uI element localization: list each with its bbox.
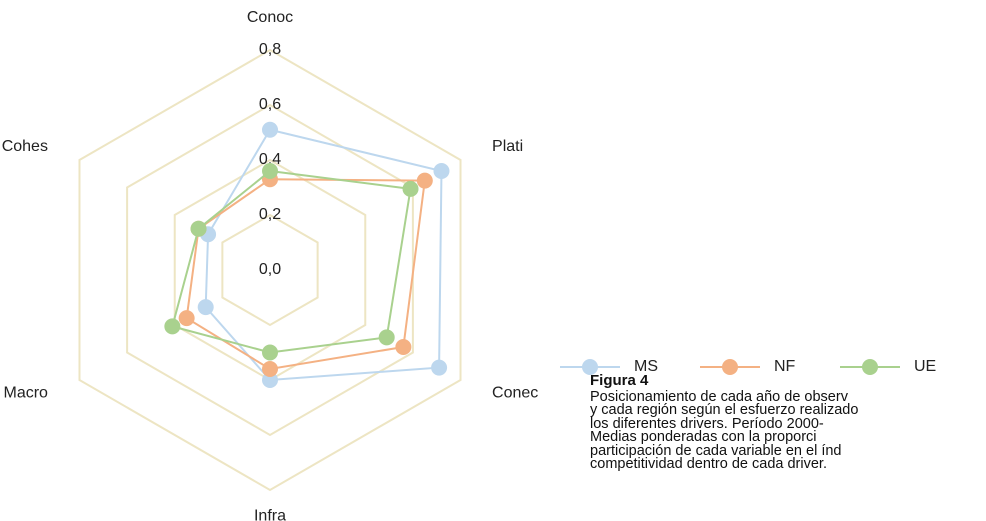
axis-label: Infra [254, 508, 286, 521]
series-marker [164, 318, 181, 335]
series-marker [378, 329, 395, 346]
axis-label: Plati [492, 138, 523, 155]
caption-line: y cada región según el esfuerzo realizad… [590, 402, 859, 418]
legend-marker [582, 359, 598, 375]
legend-label: NF [774, 358, 796, 375]
series-marker [190, 220, 207, 237]
series-marker [178, 310, 195, 327]
r-tick-label: 0,8 [259, 41, 281, 58]
series-marker [395, 339, 412, 355]
caption-line: Medias ponderadas con la proporci [590, 429, 817, 445]
series-marker [433, 163, 450, 179]
series-marker [416, 172, 433, 189]
grid-hexagon [221, 213, 319, 327]
series-marker [262, 121, 278, 138]
legend-label: MS [634, 358, 658, 375]
r-tick-label: 0,0 [259, 261, 281, 278]
legend-marker [722, 359, 738, 375]
axis-label: Conoc [247, 9, 293, 26]
series-marker [402, 180, 419, 197]
axis-label: Cohes [2, 138, 48, 155]
r-tick-label: 0,2 [259, 206, 281, 223]
axis-label: Macro [3, 384, 48, 401]
caption-line: Posicionamiento de cada año de observ [590, 388, 848, 405]
grid-hexagon [78, 48, 462, 492]
legend-marker [862, 359, 878, 375]
caption: Figura 4 Posicionamiento de cada año de … [590, 374, 986, 521]
caption-line: competitividad dentro de cada driver. [590, 456, 827, 472]
series-marker [262, 163, 278, 179]
axis-label: Conec [492, 384, 538, 401]
r-tick-label: 0,6 [259, 96, 281, 113]
series-marker [262, 361, 278, 377]
caption-line: los diferentes drivers. Período 2000- [590, 415, 824, 432]
series-marker [262, 344, 278, 361]
r-tick-label: 0,4 [259, 151, 281, 168]
series-marker [431, 359, 448, 376]
caption-line: participación de cada variable en el índ [590, 442, 842, 459]
legend-label: UE [914, 358, 936, 375]
caption-title: Figura 4 [590, 374, 649, 389]
series-marker [262, 372, 278, 388]
series-marker [197, 299, 214, 316]
